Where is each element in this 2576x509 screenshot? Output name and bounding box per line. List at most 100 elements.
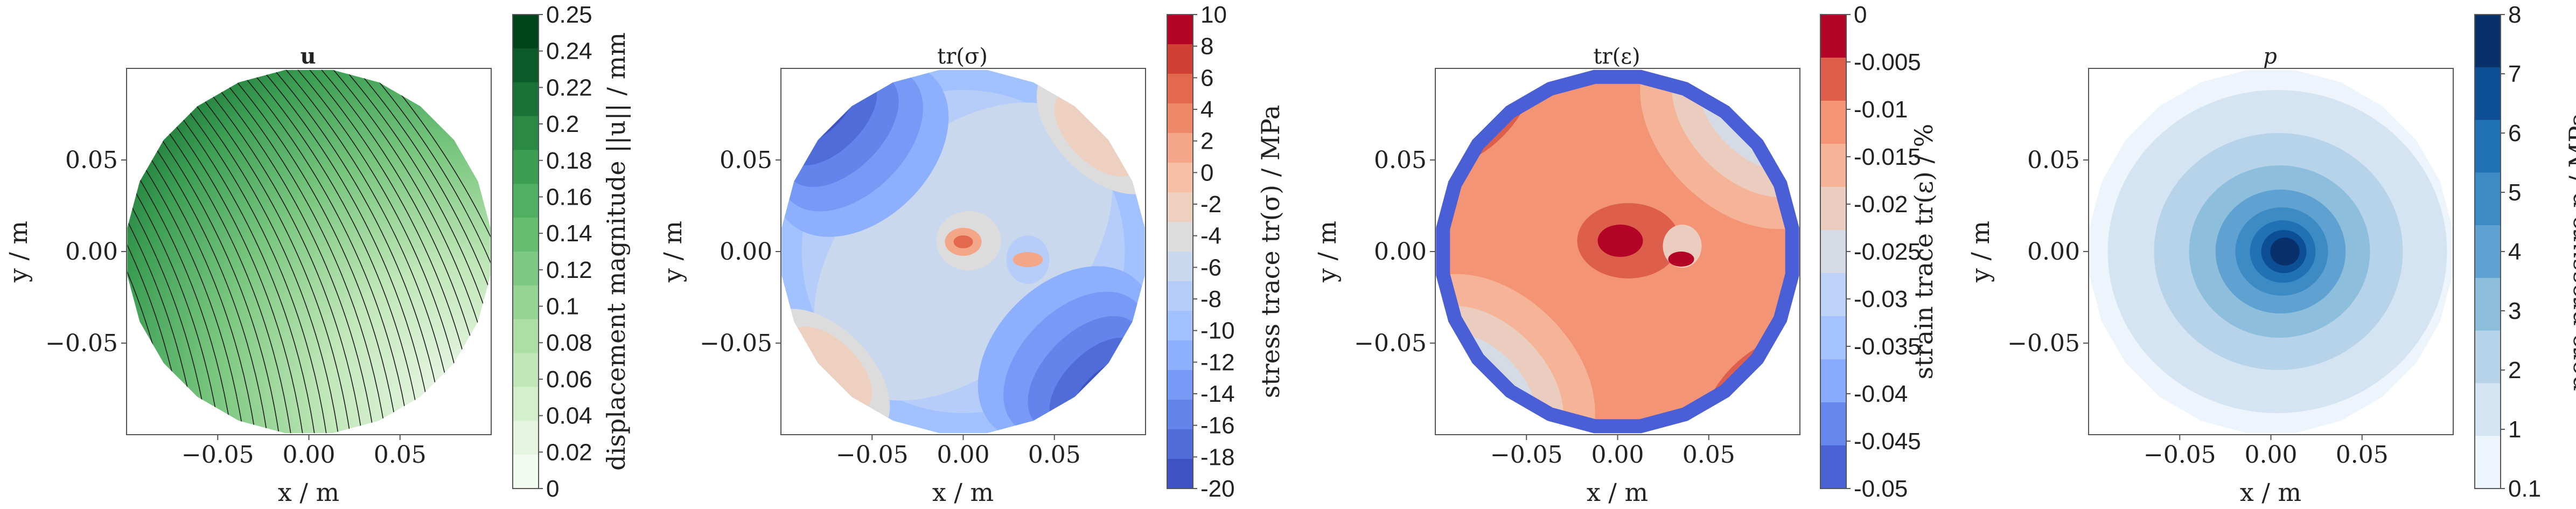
colorbar-segment bbox=[513, 285, 539, 320]
x-tick-label: 0.05 bbox=[374, 441, 427, 469]
x-axis-label: x / m bbox=[2240, 478, 2301, 507]
streamline bbox=[127, 69, 247, 434]
colorbar-tick-label: -14 bbox=[1200, 381, 1235, 407]
field-fill bbox=[127, 69, 491, 434]
streamline bbox=[229, 69, 425, 434]
colorbar-segment bbox=[2475, 277, 2501, 331]
colorbar: 10 8 6 4 2 0 -2 -4 -6 -8 -10 -12 -14 -16 -18 -20 stress … bbox=[1167, 2, 1285, 502]
colorbar-tick-label: 0.1 bbox=[2508, 476, 2541, 502]
pressure-field bbox=[2089, 69, 2453, 434]
colorbar-tick-label: -16 bbox=[1200, 413, 1235, 439]
colorbar-tick-label: 0.1 bbox=[546, 294, 579, 320]
colorbar-segment bbox=[1167, 133, 1193, 163]
x-axis-label: x / m bbox=[278, 478, 339, 507]
x-tick-label: 0.05 bbox=[1028, 441, 1081, 469]
colorbar-segment bbox=[1820, 273, 1846, 317]
mesh-boundary bbox=[1436, 69, 1799, 434]
y-tick-label: 0.00 bbox=[720, 238, 772, 266]
colorbar-tick-label: -0.005 bbox=[1854, 49, 1921, 75]
colorbar-segment bbox=[2475, 67, 2501, 121]
colorbar-segment bbox=[1820, 316, 1846, 360]
colorbar-segment bbox=[513, 150, 539, 184]
colorbar-segment bbox=[1167, 103, 1193, 134]
colorbar-tick-label: -0.035 bbox=[1854, 333, 1921, 360]
colorbar-segment bbox=[1167, 44, 1193, 74]
colorbar-tick-label: 0.16 bbox=[546, 184, 592, 210]
colorbar-tick-label: 0 bbox=[546, 476, 559, 502]
y-axis-label: y / m bbox=[4, 221, 33, 283]
y-axis-label: y / m bbox=[1313, 221, 1342, 283]
streamline bbox=[348, 69, 491, 434]
contour-band bbox=[1747, 381, 1799, 434]
colorbar-tick-label: 0.22 bbox=[546, 74, 592, 101]
colorbar-tick-label: 5 bbox=[2508, 179, 2521, 206]
colorbar-segment bbox=[2475, 436, 2501, 489]
x-axis-label: x / m bbox=[1587, 478, 1648, 507]
panel-displacement: u −0.05 0.00 0.05 0.05 0.00 −0.05 x / m y / m… bbox=[4, 2, 631, 507]
x-tick-label: 0.00 bbox=[937, 441, 990, 469]
streamline bbox=[127, 69, 224, 434]
y-tick-label: 0.00 bbox=[1374, 238, 1427, 266]
colorbar: 8 7 6 5 4 3 2 1 0.1 pore pressure p / MPa bbox=[2474, 2, 2576, 502]
colorbar-segment bbox=[513, 455, 539, 489]
colorbar-segment bbox=[1820, 15, 1846, 58]
colorbar-tick-label: 1 bbox=[2508, 416, 2521, 443]
colorbar-segment bbox=[1820, 230, 1846, 274]
streamline bbox=[170, 69, 366, 434]
streamline bbox=[360, 69, 491, 434]
colorbar-segment bbox=[1820, 58, 1846, 101]
colorbar-segment bbox=[2475, 383, 2501, 436]
x-tick-label: −0.05 bbox=[836, 441, 909, 469]
colorbar-tick-label: -0.025 bbox=[1854, 239, 1921, 265]
colorbar-tick-label: 4 bbox=[1200, 96, 1213, 123]
colorbar-tick-label: -0.04 bbox=[1854, 381, 1908, 407]
x-tick-label: 0.00 bbox=[1591, 441, 1644, 469]
colorbar-segment bbox=[1167, 459, 1193, 489]
colorbar-segment bbox=[513, 48, 539, 83]
colorbar-segment bbox=[1820, 402, 1846, 446]
colorbar-segment bbox=[1820, 359, 1846, 403]
x-tick-label: 0.00 bbox=[283, 441, 336, 469]
colorbar-segment bbox=[513, 15, 539, 49]
contour-band bbox=[1013, 252, 1043, 267]
colorbar: 0.25 0.24 0.22 0.2 0.18 0.16 0.14 0.12 0.1 0.08 0.… bbox=[512, 2, 631, 502]
colorbar-segment bbox=[1820, 101, 1846, 144]
colorbar-tick-label: -0.045 bbox=[1854, 428, 1921, 455]
colorbar-segment bbox=[1820, 144, 1846, 187]
panel-title: u bbox=[300, 44, 316, 69]
panel-title: p bbox=[2263, 44, 2277, 69]
colorbar-tick-label: 0 bbox=[1200, 159, 1213, 186]
colorbar-tick-label: -0.03 bbox=[1854, 286, 1908, 312]
colorbar-label: stress trace tr(σ) / MPa bbox=[1256, 105, 1285, 399]
contour-band bbox=[953, 235, 973, 248]
colorbar-tick-label: -8 bbox=[1200, 286, 1221, 312]
colorbar-tick-label: 0.18 bbox=[546, 148, 592, 174]
colorbar-tick-label: -10 bbox=[1200, 318, 1235, 344]
streamline bbox=[182, 69, 378, 434]
colorbar-segment bbox=[2475, 172, 2501, 226]
streamline bbox=[336, 69, 491, 434]
colorbar-tick-label: 10 bbox=[1200, 2, 1227, 28]
panel-title: tr(ε) bbox=[1593, 44, 1640, 69]
axis-ticks: −0.05 0.00 0.05 0.05 0.00 −0.05 bbox=[2007, 147, 2389, 469]
colorbar-tick-label: 6 bbox=[1200, 65, 1213, 91]
streamline bbox=[312, 69, 491, 434]
y-tick-label: 0.00 bbox=[2027, 238, 2080, 266]
colorbar-segment bbox=[1167, 311, 1193, 341]
colorbar-tick-label: -0.015 bbox=[1854, 144, 1921, 170]
colorbar-segment bbox=[2475, 120, 2501, 173]
colorbar-segment bbox=[1167, 281, 1193, 311]
x-tick-label: −0.05 bbox=[2144, 441, 2216, 469]
x-tick-label: −0.05 bbox=[181, 441, 254, 469]
x-tick-label: 0.05 bbox=[1683, 441, 1735, 469]
colorbar-tick-label: -20 bbox=[1200, 476, 1235, 502]
streamline bbox=[324, 69, 491, 434]
colorbar-segment bbox=[513, 387, 539, 421]
colorbar-tick-label: 0.25 bbox=[546, 2, 592, 28]
y-tick-label: −0.05 bbox=[1354, 330, 1427, 357]
colorbar-tick-label: 0.2 bbox=[546, 111, 579, 137]
colorbar-segment bbox=[513, 421, 539, 455]
colorbar-tick-label: 6 bbox=[2508, 120, 2521, 147]
colorbar-segment bbox=[1167, 429, 1193, 459]
